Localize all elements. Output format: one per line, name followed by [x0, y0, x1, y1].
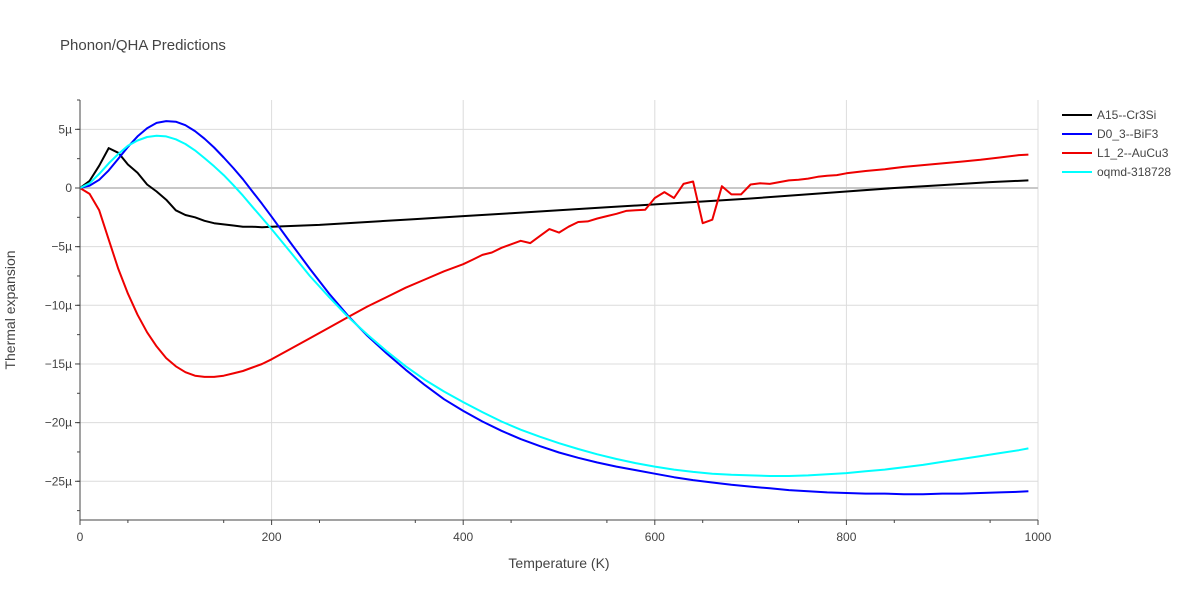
legend-label: L1_2--AuCu3	[1097, 146, 1169, 160]
legend-item-A15--Cr3Si[interactable]: A15--Cr3Si	[1062, 108, 1156, 122]
y-axis-title: Thermal expansion	[2, 250, 18, 369]
chart-title: Phonon/QHA Predictions	[60, 37, 226, 54]
y-tick-label: −10µ	[45, 298, 72, 312]
grid	[80, 100, 1039, 520]
series-line-D0_3--BiF3[interactable]	[79, 120, 1029, 496]
x-tick-label: 800	[836, 530, 856, 544]
x-tick-label: 400	[453, 530, 473, 544]
legend[interactable]: A15--Cr3Si D0_3--BiF3 L1_2--AuCu3 oqmd-3187…	[1062, 108, 1171, 179]
legend-item-D0_3--BiF3[interactable]: D0_3--BiF3	[1062, 127, 1159, 141]
x-tick-label: 1000	[1025, 530, 1052, 544]
y-tick-label: −25µ	[45, 474, 72, 488]
x-tick-label: 600	[645, 530, 665, 544]
y-tick-label: −15µ	[45, 357, 72, 371]
legend-item-L1_2--AuCu3[interactable]: L1_2--AuCu3	[1062, 146, 1169, 160]
series-line-oqmd-318728[interactable]	[79, 134, 1029, 477]
plot-area	[79, 120, 1029, 496]
y-tick-label: 0	[65, 181, 72, 195]
x-tick-label: 0	[77, 530, 84, 544]
x-tick-label: 200	[262, 530, 282, 544]
axes: 0 200 400 600 800 1000 5µ 0 −5µ −10µ −15µ −20µ −25µ	[45, 99, 1052, 544]
x-axis-title: Temperature (K)	[508, 555, 609, 571]
legend-label: oqmd-318728	[1097, 165, 1171, 179]
y-tick-label: −20µ	[45, 416, 72, 430]
series-line-A15--Cr3Si[interactable]	[79, 147, 1029, 229]
legend-label: D0_3--BiF3	[1097, 127, 1159, 141]
y-tick-label: 5µ	[58, 122, 72, 136]
legend-item-oqmd-318728[interactable]: oqmd-318728	[1062, 165, 1171, 179]
y-tick-label: −5µ	[51, 240, 72, 254]
legend-label: A15--Cr3Si	[1097, 108, 1156, 122]
series-line-L1_2--AuCu3[interactable]	[79, 153, 1029, 378]
